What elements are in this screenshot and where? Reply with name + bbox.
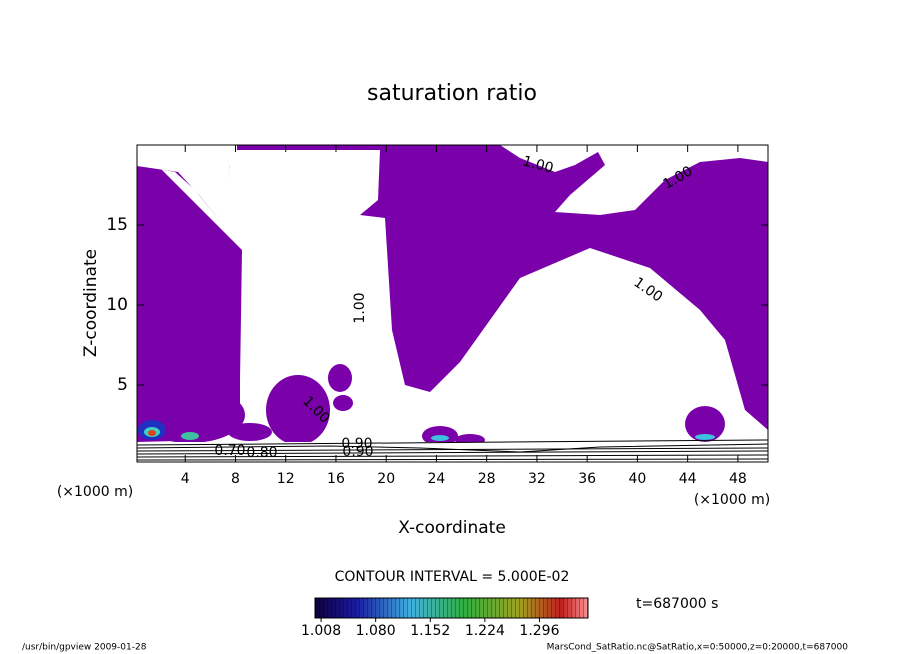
supersaturated-region — [266, 375, 330, 445]
contour-line — [137, 443, 768, 453]
footer-right: MarsCond_SatRatio.nc@SatRatio,x=0:50000,… — [547, 643, 849, 653]
high-saturation — [181, 432, 199, 440]
x-tick-label: 44 — [679, 471, 697, 487]
x-tick-label: 40 — [628, 471, 646, 487]
supersaturated-region — [333, 395, 353, 411]
x-tick-label: 48 — [729, 471, 747, 487]
contour-line — [137, 447, 768, 452]
x-tick-label: 4 — [181, 471, 190, 487]
x-tick-label: 8 — [231, 471, 240, 487]
contour-label: 0.90 — [341, 436, 372, 452]
field — [137, 145, 768, 462]
colorbar-frame — [314, 597, 589, 619]
y-tick-label: 5 — [117, 375, 128, 395]
chart-title: saturation ratio — [367, 81, 537, 106]
footer-left: /usr/bin/gpview 2009-01-28 — [22, 643, 147, 653]
unsaturated-region — [137, 145, 232, 215]
y-axis-label: Z-coordinate — [81, 249, 101, 357]
colorbar-tick-label: 1.080 — [356, 623, 396, 639]
x-tick-label: 12 — [277, 471, 295, 487]
contour-label: 1.00 — [352, 292, 368, 323]
contour-line — [137, 439, 768, 446]
contour-label: 0.70 — [214, 443, 245, 459]
x-axis-label: X-coordinate — [398, 518, 506, 538]
x-tick-label: 32 — [528, 471, 546, 487]
contour-line — [137, 454, 768, 458]
high-saturation — [695, 434, 715, 440]
x-unit: (×1000 m) — [694, 492, 770, 508]
contour-line — [137, 458, 768, 461]
high-saturation — [431, 435, 449, 441]
y-unit: (×1000 m) — [57, 484, 133, 500]
x-tick-label: 20 — [377, 471, 395, 487]
contour-label: 0.90 — [342, 444, 373, 460]
contour-line — [137, 450, 768, 455]
colorbar-tick-label: 1.296 — [519, 623, 559, 639]
colorbar-tick-label: 1.224 — [465, 623, 505, 639]
unsaturated-region — [137, 145, 768, 215]
supersaturated-region — [685, 406, 725, 442]
contour-label: 0.80 — [246, 445, 277, 461]
x-tick-label: 16 — [327, 471, 345, 487]
x-tick-label: 28 — [478, 471, 496, 487]
x-tick-label: 36 — [578, 471, 596, 487]
supersaturated-region — [328, 364, 352, 392]
contour-interval: CONTOUR INTERVAL = 5.000E-02 — [335, 569, 570, 585]
time-label: t=687000 s — [636, 596, 718, 612]
colorbar-tick-label: 1.152 — [410, 623, 450, 639]
y-tick-label: 15 — [106, 215, 128, 235]
plot-frame — [136, 144, 769, 463]
high-saturation — [148, 430, 156, 436]
colorbar-tick-label: 1.008 — [301, 623, 341, 639]
contour-label: 1.00 — [521, 153, 555, 177]
y-tick-label: 10 — [106, 295, 128, 315]
x-tick-label: 24 — [428, 471, 446, 487]
